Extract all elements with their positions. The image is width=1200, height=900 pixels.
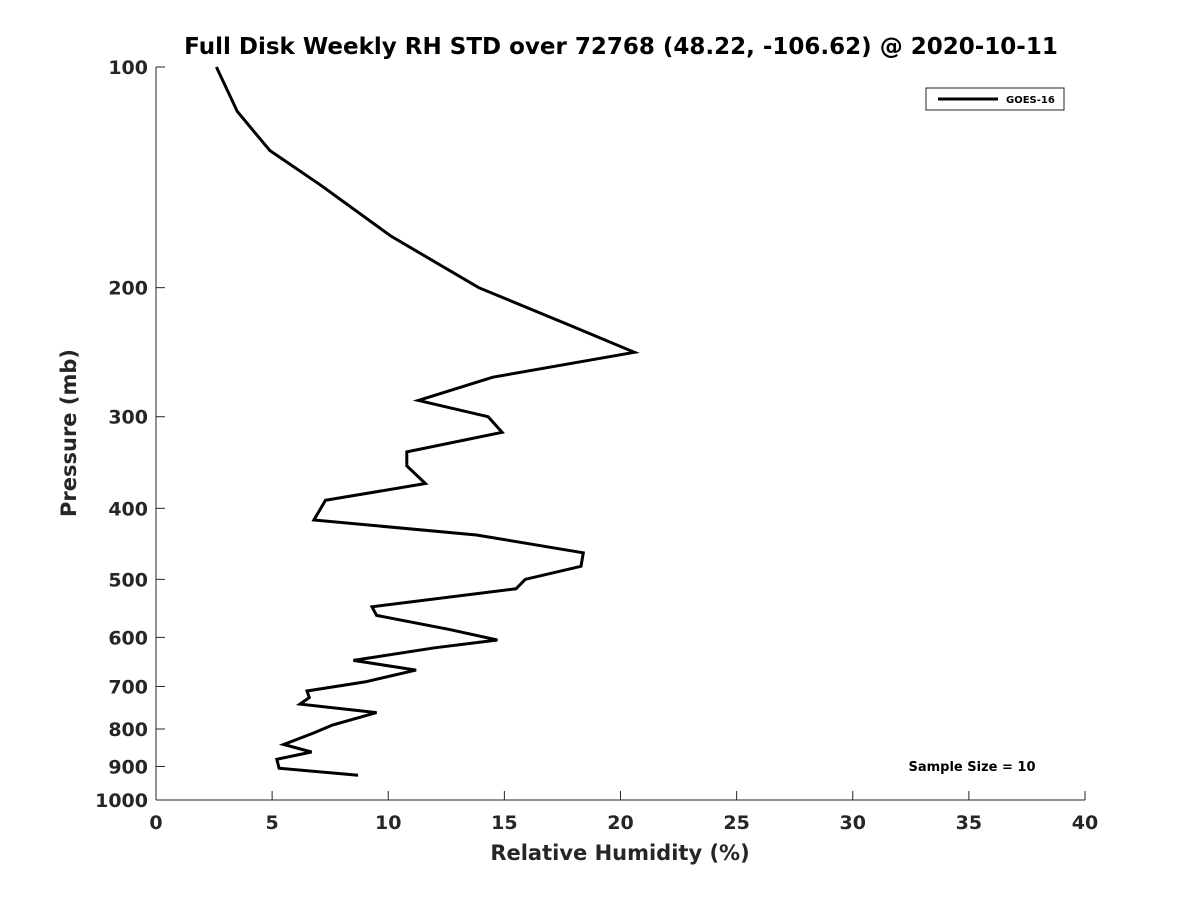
y-tick-label: 200	[108, 278, 148, 300]
y-tick-label: 700	[108, 676, 148, 698]
x-tick-label: 10	[375, 812, 401, 834]
x-tick-label: 25	[723, 812, 749, 834]
x-ticks: 0 5 10 15 20 25 30 35 40	[149, 791, 1098, 834]
x-tick-label: 35	[956, 812, 982, 834]
y-axis-title: Pressure (mb)	[57, 349, 81, 517]
x-tick-label: 15	[491, 812, 517, 834]
y-tick-label: 100	[108, 57, 148, 79]
x-tick-label: 20	[607, 812, 633, 834]
legend-label-goes-16: GOES-16	[1006, 95, 1055, 106]
y-tick-label: 300	[108, 407, 148, 429]
x-tick-label: 5	[266, 812, 279, 834]
series-line-goes-16	[215, 66, 640, 777]
y-tick-label: 400	[108, 498, 148, 520]
y-tick-label: 800	[108, 719, 148, 741]
chart-title: Full Disk Weekly RH STD over 72768 (48.2…	[184, 34, 1058, 60]
x-axis-title: Relative Humidity (%)	[490, 841, 749, 865]
x-tick-label: 0	[149, 812, 162, 834]
y-tick-label: 500	[108, 569, 148, 591]
x-tick-label: 30	[840, 812, 866, 834]
sample-size-annotation: Sample Size = 10	[908, 760, 1035, 775]
y-tick-label: 1000	[95, 790, 148, 812]
y-tick-label: 900	[108, 756, 148, 778]
y-tick-label: 600	[108, 627, 148, 649]
x-tick-label: 40	[1072, 812, 1098, 834]
series-group	[215, 66, 640, 777]
legend: GOES-16	[925, 87, 1065, 111]
y-ticks: 100 200 300 400 500 600 700 800 900 1000	[95, 57, 165, 812]
